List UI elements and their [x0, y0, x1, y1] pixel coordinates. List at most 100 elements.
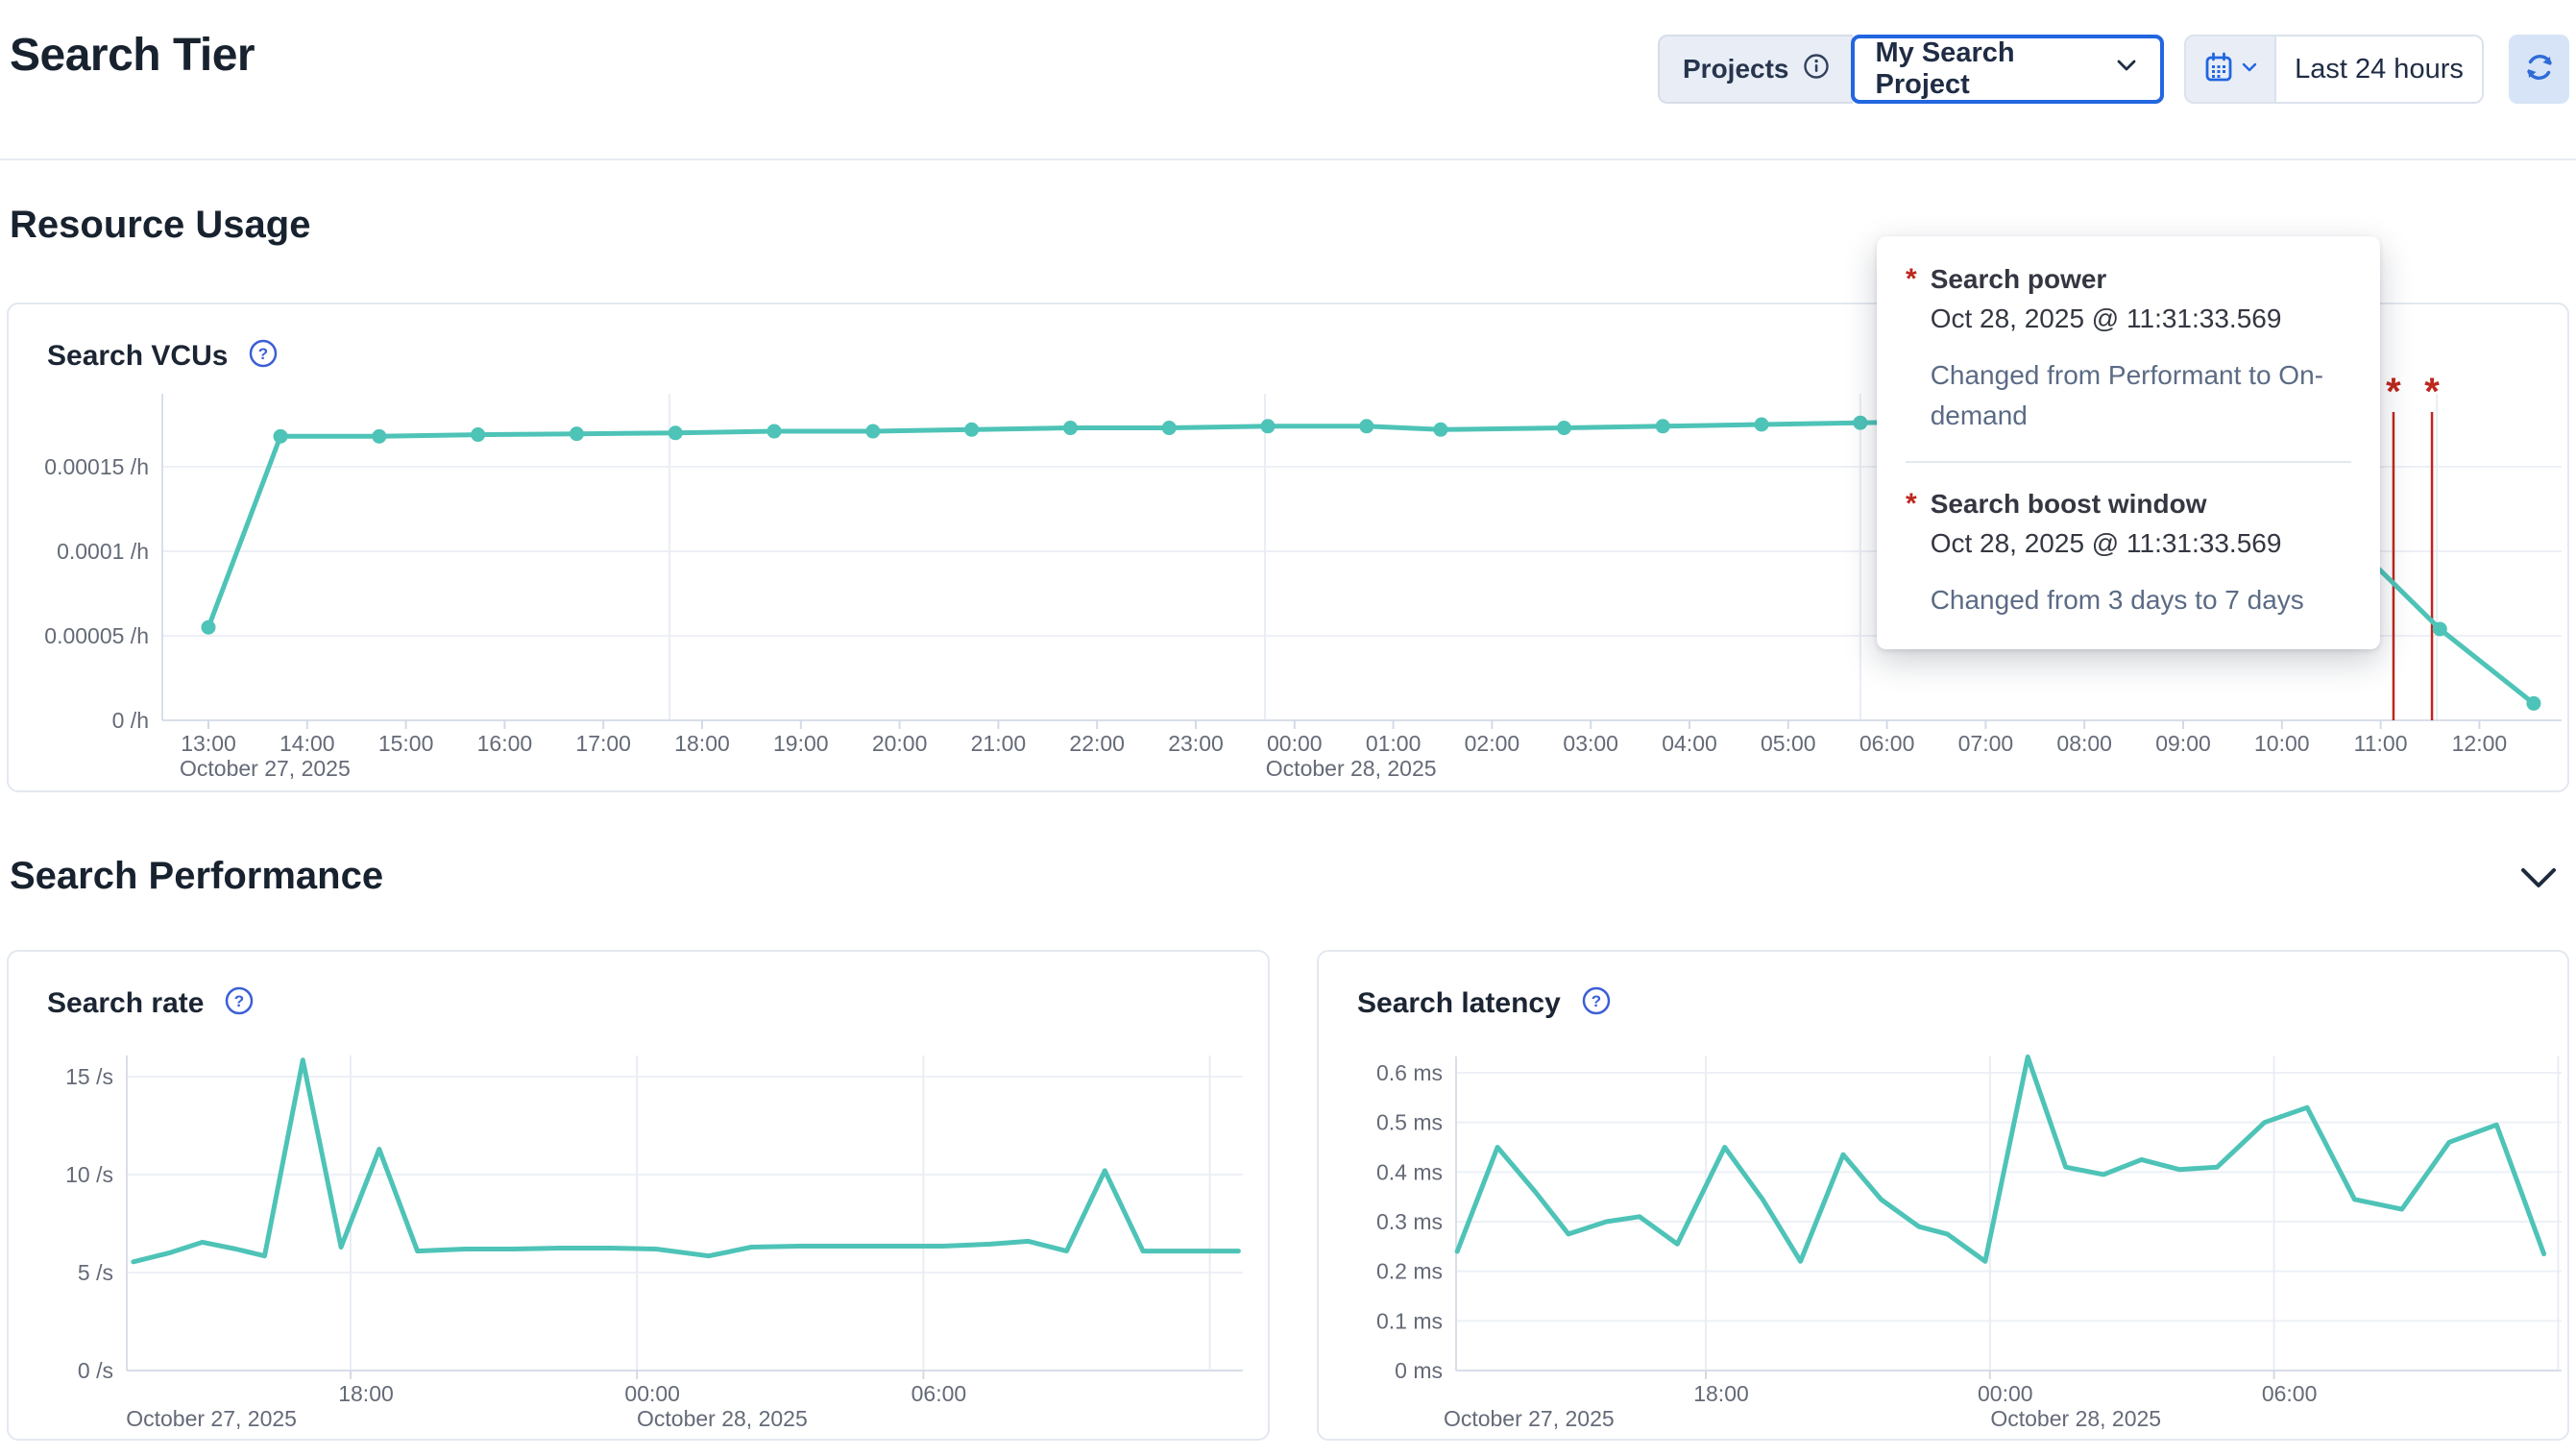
svg-text:11:00: 11:00: [2354, 731, 2408, 756]
annotation-lines[interactable]: * *: [2386, 371, 2440, 720]
svg-text:16:00: 16:00: [477, 731, 533, 756]
svg-text:10 /s: 10 /s: [65, 1162, 113, 1187]
project-picker-group: Projects My Search Project: [1658, 35, 2164, 104]
project-select-value: My Search Project: [1875, 37, 2015, 100]
search-rate-chart[interactable]: 0 /s 5 /s 10 /s 15 /s 18:00 00:00 06:00 October…: [9, 952, 1268, 1439]
svg-text:07:00: 07:00: [1958, 731, 2014, 756]
svg-text:23:00: 23:00: [1168, 731, 1224, 756]
tooltip-description: Changed from 3 days to 7 days: [1930, 585, 2304, 615]
header-divider: [0, 158, 2576, 160]
date-range-picker: Last 24 hours: [2184, 35, 2484, 104]
svg-text:?: ?: [258, 345, 268, 363]
tooltip-divider: [1906, 461, 2351, 463]
page-title: Search Tier: [10, 30, 255, 81]
help-icon[interactable]: ?: [225, 986, 254, 1020]
svg-text:06:00: 06:00: [2262, 1381, 2318, 1406]
svg-text:0.00005 /h: 0.00005 /h: [44, 623, 149, 648]
x-axis-labels: 18:00 00:00 06:00 October 27, 2025 October 2…: [126, 1371, 966, 1431]
x-axis-labels: 18:00 00:00 06:00 October 27, 2025 October 2…: [1444, 1371, 2317, 1431]
annotation-asterisk-icon: *: [1906, 263, 1917, 295]
calendar-button[interactable]: [2186, 36, 2276, 102]
gridlines: [126, 1056, 1243, 1371]
collapse-chevron-icon[interactable]: [2518, 862, 2559, 898]
series-line: [1454, 1055, 2547, 1264]
info-icon: [1803, 53, 1830, 86]
time-range-button[interactable]: Last 24 hours: [2276, 36, 2482, 102]
tooltip-timestamp: Oct 28, 2025 @ 11:31:33.569: [1930, 303, 2282, 333]
svg-text:14:00: 14:00: [279, 731, 335, 756]
svg-text:0.4 ms: 0.4 ms: [1376, 1159, 1443, 1184]
y-axis-labels: 0 /s 5 /s 10 /s 15 /s: [65, 1064, 113, 1383]
annotation-asterisk-icon: *: [1906, 488, 1917, 520]
tooltip-item: * Search power Oct 28, 2025 @ 11:31:33.5…: [1906, 261, 2351, 436]
svg-text:0 /s: 0 /s: [78, 1358, 113, 1383]
svg-text:18:00: 18:00: [338, 1381, 394, 1406]
calendar-chevron-icon: [2241, 59, 2258, 81]
series-line: [131, 1057, 1241, 1265]
annotation-tooltip: * Search power Oct 28, 2025 @ 11:31:33.5…: [1877, 236, 2380, 649]
refresh-icon: [2522, 50, 2557, 89]
search-latency-card: 0 ms 0.1 ms 0.2 ms 0.3 ms 0.4 ms 0.5 ms 0.6 ms…: [1317, 950, 2569, 1441]
svg-text:October 28, 2025: October 28, 2025: [1990, 1406, 2161, 1431]
svg-text:06:00: 06:00: [911, 1381, 967, 1406]
chart-title-search-latency: Search latency: [1357, 986, 1561, 1019]
tooltip-title: Search boost window: [1930, 489, 2207, 519]
svg-text:20:00: 20:00: [872, 731, 928, 756]
tooltip-description: Changed from Performant to On-demand: [1930, 360, 2323, 430]
svg-text:0.2 ms: 0.2 ms: [1376, 1259, 1443, 1284]
svg-text:0.0001 /h: 0.0001 /h: [57, 539, 149, 564]
svg-text:October 27, 2025: October 27, 2025: [126, 1406, 297, 1431]
search-latency-chart[interactable]: 0 ms 0.1 ms 0.2 ms 0.3 ms 0.4 ms 0.5 ms 0.6 ms…: [1319, 952, 2567, 1439]
svg-text:0 ms: 0 ms: [1395, 1358, 1443, 1383]
svg-text:04:00: 04:00: [1662, 731, 1717, 756]
svg-text:02:00: 02:00: [1465, 731, 1520, 756]
tooltip-title: Search power: [1930, 264, 2107, 294]
time-range-label: Last 24 hours: [2295, 53, 2464, 85]
svg-text:00:00: 00:00: [1267, 731, 1323, 756]
svg-text:?: ?: [234, 992, 244, 1010]
svg-text:?: ?: [1592, 992, 1601, 1010]
section-title-search-performance: Search Performance: [10, 855, 384, 897]
svg-text:0.1 ms: 0.1 ms: [1376, 1308, 1443, 1333]
projects-button[interactable]: Projects: [1658, 35, 1853, 104]
svg-text:*: *: [2424, 371, 2440, 413]
svg-text:03:00: 03:00: [1563, 731, 1618, 756]
svg-text:0.6 ms: 0.6 ms: [1376, 1060, 1443, 1085]
tooltip-item: * Search boost window Oct 28, 2025 @ 11:…: [1906, 486, 2351, 620]
svg-text:05:00: 05:00: [1761, 731, 1816, 756]
svg-text:October 27, 2025: October 27, 2025: [180, 756, 351, 781]
svg-text:18:00: 18:00: [674, 731, 730, 756]
projects-label: Projects: [1683, 54, 1789, 84]
svg-text:06:00: 06:00: [1859, 731, 1915, 756]
svg-text:15 /s: 15 /s: [65, 1064, 113, 1089]
chart-title-search-rate: Search rate: [47, 986, 205, 1019]
svg-text:15:00: 15:00: [378, 731, 434, 756]
refresh-button[interactable]: [2509, 35, 2569, 104]
help-icon[interactable]: ?: [249, 339, 278, 373]
calendar-icon: [2203, 51, 2234, 88]
svg-text:12:00: 12:00: [2452, 731, 2508, 756]
y-axis-labels: 0 ms 0.1 ms 0.2 ms 0.3 ms 0.4 ms 0.5 ms 0.6 ms: [1376, 1060, 1443, 1383]
x-axis-labels: 13:00 14:00 15:00 16:00 17:00 18:00 19:00 20:00…: [180, 720, 2507, 781]
project-select[interactable]: My Search Project: [1850, 35, 2164, 104]
help-icon[interactable]: ?: [1582, 986, 1611, 1020]
svg-text:October 27, 2025: October 27, 2025: [1444, 1406, 1615, 1431]
search-rate-card: 0 /s 5 /s 10 /s 15 /s 18:00 00:00 06:00 October…: [7, 950, 1270, 1441]
chart-title-search-vcus: Search VCUs: [47, 339, 229, 372]
svg-text:19:00: 19:00: [773, 731, 829, 756]
svg-text:0.5 ms: 0.5 ms: [1376, 1110, 1443, 1135]
svg-text:22:00: 22:00: [1069, 731, 1125, 756]
y-axis-labels: 0 /h 0.00005 /h 0.0001 /h 0.00015 /h: [44, 454, 149, 733]
svg-text:13:00: 13:00: [181, 731, 236, 756]
tooltip-timestamp: Oct 28, 2025 @ 11:31:33.569: [1930, 528, 2282, 558]
svg-text:00:00: 00:00: [1978, 1381, 2033, 1406]
section-title-resource-usage: Resource Usage: [10, 204, 311, 246]
svg-text:October 28, 2025: October 28, 2025: [637, 1406, 808, 1431]
svg-text:0 /h: 0 /h: [112, 708, 149, 733]
svg-text:08:00: 08:00: [2056, 731, 2112, 756]
svg-text:17:00: 17:00: [575, 731, 631, 756]
svg-text:01:00: 01:00: [1366, 731, 1422, 756]
svg-text:0.00015 /h: 0.00015 /h: [44, 454, 149, 479]
svg-text:5 /s: 5 /s: [78, 1260, 113, 1285]
